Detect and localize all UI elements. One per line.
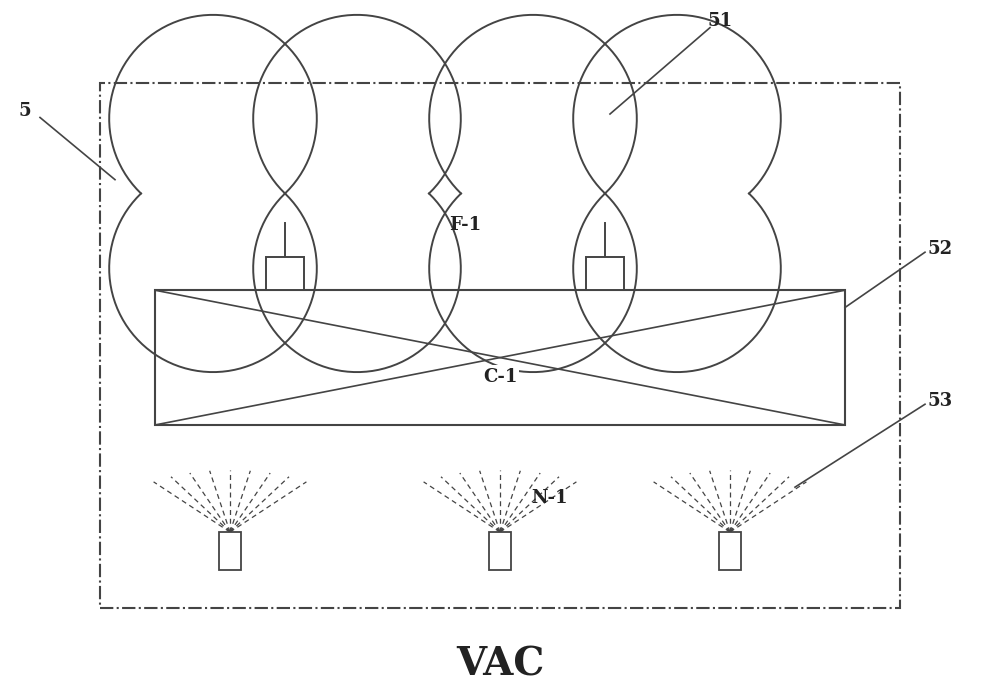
Bar — [489, 532, 511, 570]
Bar — [100, 83, 900, 608]
Bar — [266, 257, 304, 290]
Bar — [155, 290, 845, 425]
Text: 51: 51 — [707, 12, 733, 30]
Text: C-1: C-1 — [483, 368, 517, 386]
Bar — [719, 532, 741, 570]
Text: 5: 5 — [19, 102, 31, 120]
Text: VAC: VAC — [456, 646, 544, 683]
Text: 52: 52 — [927, 240, 953, 258]
Bar — [219, 532, 241, 570]
Bar — [586, 257, 624, 290]
Text: 53: 53 — [927, 392, 953, 410]
Text: F-1: F-1 — [449, 216, 481, 234]
Text: N-1: N-1 — [532, 489, 568, 507]
